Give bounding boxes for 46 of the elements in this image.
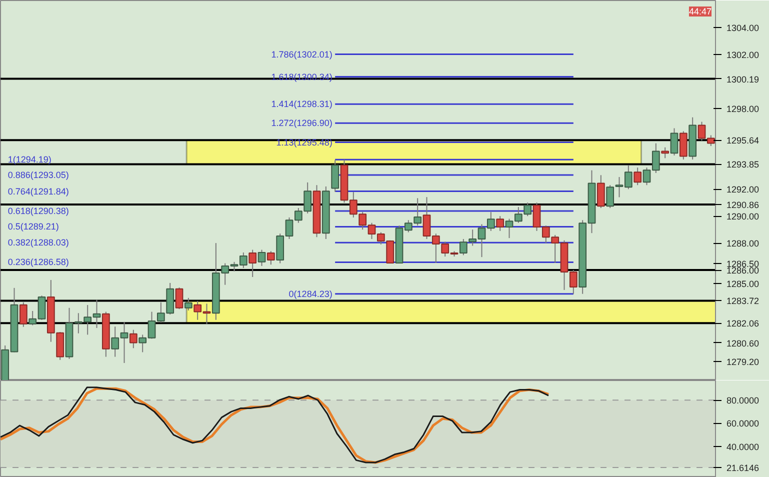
y-tick-label: 1302.00 (726, 50, 760, 60)
y-tick-label: 60.0000 (726, 418, 760, 429)
ref-line-label: 1290.86 (726, 200, 760, 210)
ref-line-label: 1300.19 (726, 74, 760, 84)
y-tick-label: 1304.00 (726, 22, 760, 33)
candlestick (679, 130, 688, 160)
ref-line-label: 0.886(1293.05) (8, 170, 69, 180)
ref-line-label: 1283.72 (726, 296, 760, 306)
candlestick (258, 249, 266, 266)
y-tick-label: 1280.60 (726, 338, 760, 348)
candlestick (266, 250, 275, 266)
ref-line-label: 0.764(1291.84) (8, 186, 69, 196)
annotation: 44:47 (688, 6, 712, 16)
candlestick (175, 287, 184, 310)
candlestick (331, 160, 340, 192)
ref-line-label: 0.618(1290.38) (8, 206, 69, 216)
candlestick (670, 128, 678, 156)
ref-line-label: 1(1294.19) (8, 154, 52, 165)
candlestick (19, 302, 28, 328)
y-tick-label: 80.0000 (726, 396, 760, 406)
candlestick (129, 329, 138, 349)
y-tick-label: 1285.00 (726, 278, 760, 289)
ref-line-label: 0.236(1286.58) (8, 257, 69, 268)
ref-line-label: 0(1284.23) (288, 288, 332, 299)
candlestick (596, 174, 605, 209)
candlestick (606, 184, 614, 209)
y-tick-label: 1279.20 (726, 357, 760, 368)
ref-line-label: 0.5(1289.21) (8, 222, 59, 232)
ref-line-label: 1293.85 (726, 160, 760, 170)
ref-line-label: 1295.64 (726, 136, 760, 146)
candlestick (496, 216, 504, 232)
candlestick (184, 297, 192, 311)
y-tick-label: 1290.00 (726, 212, 760, 222)
ref-line-label: 21.6146 (726, 463, 760, 474)
ref-line-label: 1.272(1296.90) (271, 118, 332, 128)
ref-line-label: 0.382(1288.03) (8, 238, 69, 248)
y-tick-label: 1298.00 (726, 104, 760, 114)
y-tick-label: 1288.00 (726, 238, 760, 249)
y-tick-label: 1292.00 (726, 184, 760, 195)
candlestick (248, 249, 257, 278)
y-tick-label: 40.0000 (726, 442, 760, 452)
candlestick (661, 146, 670, 159)
ref-line-label: 1282.06 (726, 318, 760, 329)
ref-line-label: 1.786(1302.01) (271, 49, 332, 60)
ref-line-label: 1.414(1298.31) (271, 99, 332, 110)
candlestick (634, 167, 642, 186)
